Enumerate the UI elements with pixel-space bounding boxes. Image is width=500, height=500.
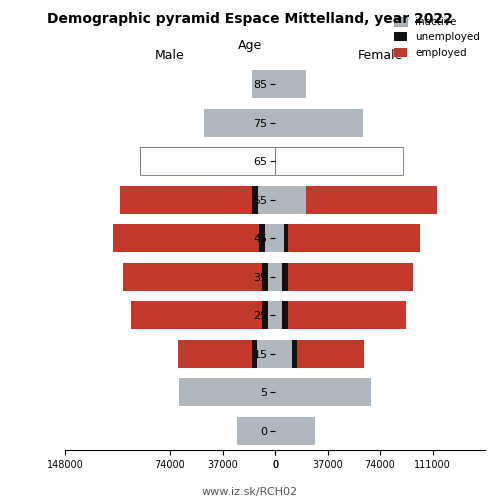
Bar [178, 378, 275, 406]
Bar [288, 224, 420, 252]
Bar [123, 263, 262, 290]
Legend: inactive, unemployed, employed: inactive, unemployed, employed [390, 12, 484, 62]
Bar [275, 417, 314, 444]
Bar [140, 148, 275, 175]
Bar [275, 378, 372, 406]
Bar [275, 340, 292, 367]
Bar [282, 263, 288, 290]
Bar [275, 186, 306, 214]
Bar [297, 340, 364, 367]
Bar [113, 224, 260, 252]
Bar [306, 186, 437, 214]
Bar [131, 302, 262, 329]
Bar [252, 340, 256, 367]
Bar [275, 302, 282, 329]
Bar [204, 109, 275, 136]
Bar [275, 109, 363, 136]
Bar [178, 340, 252, 367]
Bar [252, 186, 258, 214]
Bar [275, 263, 282, 290]
Bar [252, 70, 275, 98]
Bar [262, 263, 268, 290]
Bar [262, 302, 268, 329]
Bar [275, 70, 306, 98]
Bar [275, 148, 402, 175]
Text: Demographic pyramid Espace Mittelland, year 2022: Demographic pyramid Espace Mittelland, y… [47, 12, 453, 26]
Bar [258, 186, 275, 214]
Bar [282, 302, 288, 329]
Title: Male: Male [155, 50, 185, 62]
Bar [288, 263, 412, 290]
Bar [288, 302, 406, 329]
Bar [140, 148, 275, 175]
Bar [256, 340, 275, 367]
Bar [265, 224, 275, 252]
Bar [260, 224, 265, 252]
Bar [236, 417, 275, 444]
Bar [292, 340, 297, 367]
Text: Age: Age [238, 40, 262, 52]
Bar [275, 148, 402, 175]
Bar [275, 224, 283, 252]
Bar [284, 224, 288, 252]
Bar [120, 186, 252, 214]
Title: Female: Female [358, 50, 403, 62]
Bar [268, 263, 275, 290]
Bar [268, 302, 275, 329]
Text: www.iz.sk/RCH02: www.iz.sk/RCH02 [202, 487, 298, 497]
